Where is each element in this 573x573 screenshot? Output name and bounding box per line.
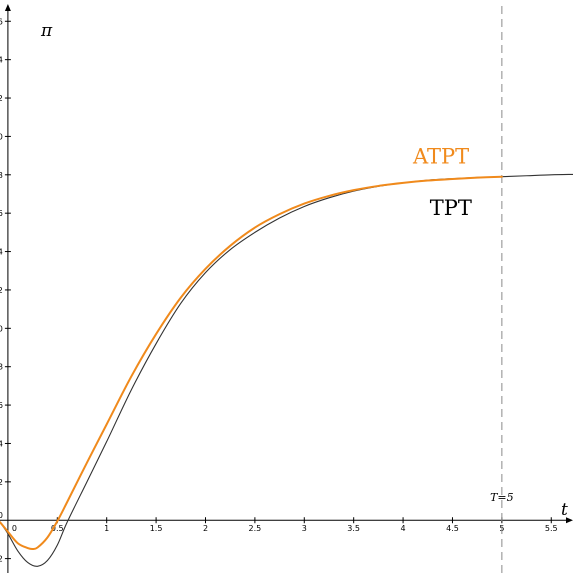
vertical-marker-label: T=5 [490, 491, 514, 504]
y-tick-label: 10 [0, 324, 3, 333]
series-line-tpt [0, 173, 573, 567]
y-tick-label: 14 [0, 248, 3, 257]
x-tick-label: 2.5 [249, 524, 262, 533]
x-tick-label: 1.5 [150, 524, 163, 533]
y-tick-label: 0 [0, 511, 3, 520]
y-tick-label: 6 [0, 401, 3, 410]
y-tick-label: 24 [0, 56, 3, 65]
x-tick-label: 1 [104, 524, 109, 533]
x-tick-label: 3.5 [347, 524, 360, 533]
y-tick-label: 4 [0, 439, 3, 448]
ticks: 00.511.522.533.544.555.5-202468101214161… [0, 17, 558, 563]
x-tick-label: 0 [12, 524, 17, 533]
y-tick-label: 22 [0, 94, 3, 103]
series-line-atpt [0, 175, 503, 551]
series-label-tpt: TPT [430, 196, 472, 220]
x-tick-label: 4 [401, 524, 406, 533]
y-tick-label: 26 [0, 17, 3, 26]
x-tick-label: 2 [203, 524, 208, 533]
series-label-atpt: ATPT [412, 144, 469, 168]
y-axis-title: π [40, 21, 53, 41]
y-tick-label: 12 [0, 286, 3, 295]
series-layer [0, 173, 573, 567]
y-tick-label: 8 [0, 363, 3, 372]
x-tick-label: 0.5 [51, 524, 64, 533]
y-axis-arrow-icon [4, 4, 11, 11]
x-tick-label: 5.5 [545, 524, 558, 533]
y-tick-label: 2 [0, 478, 3, 487]
x-tick-label: 3 [302, 524, 307, 533]
x-axis-title: t [561, 500, 568, 520]
y-tick-label: 20 [0, 132, 3, 141]
axes [0, 4, 573, 573]
x-axis-arrow-icon [566, 517, 573, 524]
y-tick-label: 18 [0, 171, 3, 180]
y-tick-label: 16 [0, 209, 3, 218]
y-tick-label: -2 [0, 555, 3, 564]
series-labels: ATPT TPT [412, 144, 472, 220]
x-tick-label: 4.5 [446, 524, 459, 533]
